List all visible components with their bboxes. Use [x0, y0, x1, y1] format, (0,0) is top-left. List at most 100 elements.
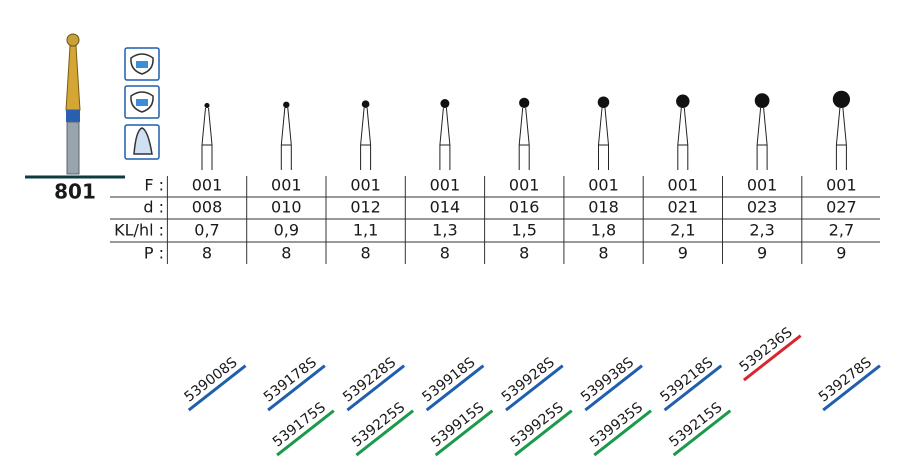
- article-text: 539178S: [261, 354, 320, 405]
- article-underline: [276, 409, 335, 457]
- article-text: 539928S: [499, 354, 558, 405]
- article-text: 539225S: [349, 399, 408, 450]
- article-underline: [267, 364, 326, 412]
- article-code: 539918S: [419, 354, 485, 412]
- article-text: 539008S: [182, 354, 241, 405]
- article-underline: [505, 364, 564, 412]
- article-code: 539178S: [261, 354, 326, 412]
- bur-neck: [280, 107, 292, 170]
- table-cell: 2,3: [749, 221, 774, 240]
- article-text: 539925S: [508, 399, 567, 450]
- table-cell: 027: [826, 198, 857, 217]
- article-text: 539918S: [419, 354, 478, 405]
- table-cell: 8: [519, 244, 529, 263]
- article-text: 539236S: [737, 324, 796, 375]
- article-text: 539215S: [666, 399, 725, 450]
- table-cell: 1,3: [432, 221, 457, 240]
- table-cell: 001: [509, 176, 540, 195]
- product-number: 801: [54, 180, 96, 204]
- bur-head: [832, 90, 851, 108]
- table-cell: 001: [350, 176, 381, 195]
- icons: [124, 47, 160, 160]
- bur-head: [283, 101, 290, 109]
- article-underline: [425, 364, 485, 412]
- table-cell: 2,1: [670, 221, 695, 240]
- article-underline: [434, 409, 494, 457]
- bur-neck: [598, 107, 609, 170]
- table-cell: 001: [588, 176, 619, 195]
- bur-neck: [201, 107, 213, 170]
- bur-head: [676, 94, 690, 108]
- table-cell: 1,8: [591, 221, 616, 240]
- table-cell: 8: [440, 244, 450, 263]
- article-text: 539935S: [587, 399, 646, 450]
- article-code: 539928S: [499, 354, 564, 412]
- table-cell: 8: [281, 244, 291, 263]
- table-cell: 9: [678, 244, 688, 263]
- bur-head: [361, 100, 370, 109]
- table-cell: 0,9: [274, 221, 299, 240]
- bur-image: [65, 33, 81, 175]
- bur-neck: [677, 107, 689, 170]
- table-cell: 1,1: [353, 221, 378, 240]
- bur-head: [754, 93, 770, 108]
- article-text: 539938S: [578, 354, 637, 405]
- row-label: P :: [144, 244, 164, 263]
- article-underline: [663, 364, 723, 412]
- article-underline: [514, 409, 573, 457]
- bur-head: [204, 102, 210, 109]
- table-cell: 023: [747, 198, 778, 217]
- article-code: 539236S: [737, 324, 802, 382]
- bur-neck: [756, 107, 768, 170]
- bur-head: [519, 97, 530, 108]
- bur-head: [440, 99, 450, 108]
- article-underline: [822, 364, 881, 412]
- article-underline: [593, 409, 652, 457]
- article-text: 539218S: [657, 354, 716, 405]
- article-underline: [742, 334, 802, 382]
- table-cell: 016: [509, 198, 540, 217]
- bur-neck: [439, 107, 451, 170]
- table-cell: 1,5: [511, 221, 536, 240]
- article-code: 539008S: [182, 354, 247, 412]
- article-underline: [346, 364, 406, 412]
- bur-head: [597, 96, 610, 108]
- article-code: 539228S: [340, 354, 406, 412]
- table-cell: 001: [271, 176, 302, 195]
- bur-neck: [835, 107, 847, 170]
- article-text: 539278S: [816, 354, 875, 405]
- table-cell: 001: [668, 176, 699, 195]
- row-label: d :: [143, 198, 164, 217]
- table-cell: 001: [192, 176, 223, 195]
- table-cell: 014: [430, 198, 461, 217]
- table-cell: 8: [598, 244, 608, 263]
- article-text: 539175S: [270, 399, 329, 450]
- table-cell: 010: [271, 198, 302, 217]
- article-code: 539938S: [578, 354, 643, 412]
- article-underline: [355, 409, 415, 457]
- article-code: 539278S: [816, 354, 881, 412]
- article-text: 539915S: [428, 399, 487, 450]
- table-cell: 018: [588, 198, 619, 217]
- table-cell: 001: [747, 176, 778, 195]
- table-cell: 8: [361, 244, 371, 263]
- row-label: KL/hl :: [114, 221, 164, 240]
- table-cell: 2,7: [829, 221, 854, 240]
- table-cell: 012: [350, 198, 381, 217]
- article-underline: [672, 409, 732, 457]
- table-cell: 001: [430, 176, 461, 195]
- table-cell: 0,7: [194, 221, 219, 240]
- bur-neck: [360, 107, 372, 170]
- table-cell: 9: [836, 244, 846, 263]
- table-cell: 008: [192, 198, 223, 217]
- row-label: F :: [144, 176, 164, 195]
- table-cell: 001: [826, 176, 857, 195]
- table-cell: 9: [757, 244, 767, 263]
- article-underline: [187, 364, 247, 412]
- article-code: 539218S: [657, 354, 723, 412]
- table-cell: 021: [668, 198, 699, 217]
- bur-neck: [518, 107, 530, 170]
- article-underline: [584, 364, 643, 412]
- article-text: 539228S: [340, 354, 399, 405]
